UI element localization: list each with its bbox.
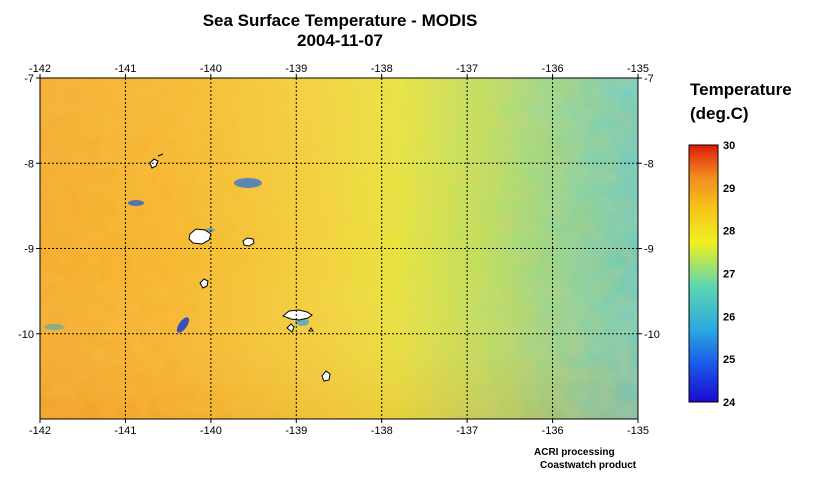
lat-tick-label-left: -8 (24, 158, 34, 170)
lon-tick-label-top: -135 (627, 63, 649, 75)
island-fatu-hiva (321, 370, 331, 382)
lat-tick-label-right: -10 (644, 329, 660, 341)
lon-tick-label-bottom: -138 (371, 425, 393, 437)
island-ua-pou (199, 278, 209, 289)
lat-tick-label-right: -9 (644, 244, 654, 256)
axis-ticks: -142 -142 -141 -141 -140 -140 -139 -139 -138 -138… (18, 63, 660, 437)
lat-tick-label-left: -9 (24, 244, 34, 256)
lon-tick-label-bottom: -139 (285, 425, 307, 437)
lon-tick-label-top: -140 (200, 63, 222, 75)
lon-tick-label-bottom: -140 (200, 425, 222, 437)
island-motane (308, 327, 314, 332)
islands (149, 153, 331, 382)
lat-tick-label-left: -7 (24, 73, 34, 85)
lon-tick-label-bottom: -137 (456, 425, 478, 437)
lon-tick-label-top: -142 (29, 63, 51, 75)
colorbar-ticks: 30 29 28 27 26 25 24 (723, 140, 736, 409)
lon-tick-label-top: -141 (114, 63, 136, 75)
credit-product: Coastwatch product (540, 460, 637, 471)
cool-patch (128, 200, 144, 206)
island-eiao (157, 153, 164, 157)
lat-tick-label-left: -10 (18, 329, 34, 341)
colorbar-units: (deg.C) (690, 104, 749, 123)
sst-field (40, 78, 638, 419)
island-ua-huka (242, 237, 255, 247)
map-date: 2004-11-07 (296, 31, 384, 50)
colorbar-tick-label: 25 (723, 354, 735, 366)
lat-tick-label-right: -7 (644, 73, 654, 85)
colorbar-tick-label: 28 (723, 226, 735, 238)
colorbar-title: Temperature (690, 80, 792, 99)
cool-patch (234, 178, 262, 188)
lon-tick-label-top: -139 (285, 63, 307, 75)
cool-patch (205, 228, 215, 232)
colorbar-tick-label: 29 (723, 183, 735, 195)
island-tahuata (286, 323, 295, 333)
lat-tick-label-right: -8 (644, 158, 654, 170)
credit-processing: ACRI processing (534, 447, 615, 458)
lon-tick-label-bottom: -141 (114, 425, 136, 437)
island-hiva-oa (282, 309, 313, 321)
lon-tick-label-top: -138 (371, 63, 393, 75)
cool-patch (44, 324, 64, 330)
colorbar (688, 144, 719, 403)
lon-tick-label-bottom: -135 (627, 425, 649, 437)
lon-tick-label-top: -137 (456, 63, 478, 75)
cool-patch (176, 317, 190, 333)
colorbar-tick-label: 24 (723, 397, 736, 409)
colorbar-tick-label: 26 (723, 311, 735, 323)
lon-tick-label-top: -136 (542, 63, 564, 75)
colorbar-tick-label: 27 (723, 269, 735, 281)
lon-tick-label-bottom: -136 (542, 425, 564, 437)
colorbar-tick-label: 30 (723, 140, 735, 152)
island-nuku-hiva (188, 228, 212, 245)
gridlines (40, 78, 638, 419)
lon-tick-label-bottom: -142 (29, 425, 51, 437)
map-title: Sea Surface Temperature - MODIS (202, 11, 478, 30)
